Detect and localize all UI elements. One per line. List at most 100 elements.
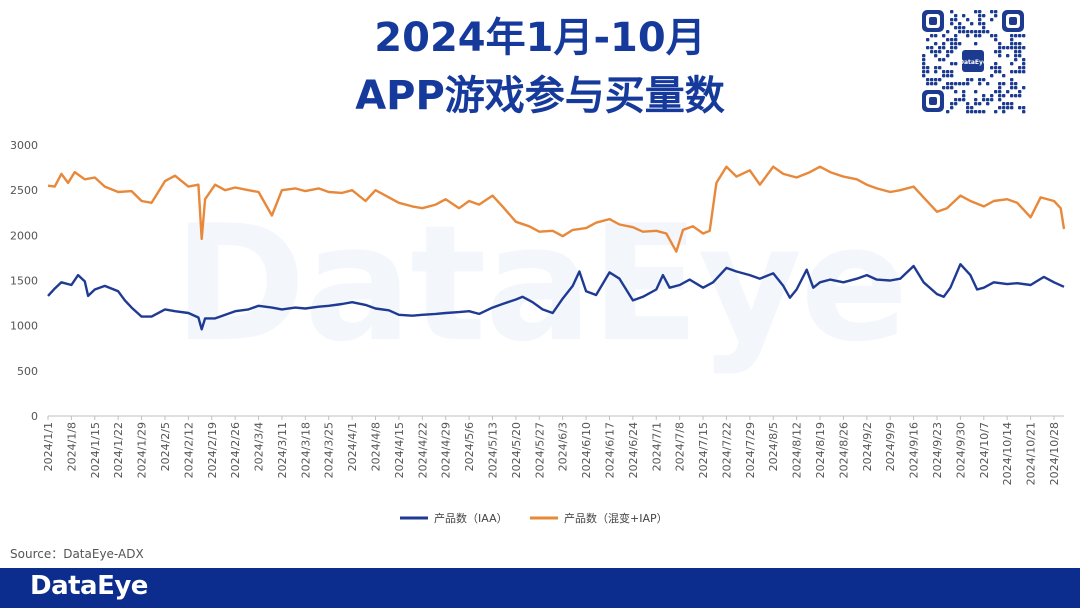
qr-module — [962, 90, 966, 94]
qr-module — [962, 94, 966, 98]
qr-module — [926, 66, 930, 70]
qr-module — [982, 22, 986, 26]
qr-module — [1010, 106, 1014, 110]
qr-module — [1010, 38, 1014, 42]
qr-module — [986, 30, 990, 34]
qr-module — [990, 66, 994, 70]
qr-module — [962, 98, 966, 102]
qr-module — [998, 54, 1002, 58]
qr-code[interactable]: DataEye — [920, 8, 1026, 114]
x-tick-label: 2024/7/1 — [650, 422, 663, 471]
qr-module — [950, 42, 954, 46]
qr-module — [990, 18, 994, 22]
x-tick-label: 2024/5/13 — [487, 422, 500, 478]
qr-module — [926, 46, 930, 50]
x-tick-label: 2024/5/27 — [533, 422, 546, 478]
qr-module — [922, 74, 926, 78]
qr-module — [978, 14, 982, 18]
qr-module — [942, 58, 946, 62]
qr-module — [978, 78, 982, 82]
qr-module — [986, 102, 990, 106]
qr-module — [978, 18, 982, 22]
qr-module — [950, 74, 954, 78]
y-tick-label: 2000 — [10, 229, 38, 242]
qr-module — [1014, 58, 1018, 62]
qr-module — [1014, 42, 1018, 46]
qr-module — [966, 110, 970, 114]
qr-module — [998, 42, 1002, 46]
x-tick-label: 2024/6/17 — [603, 422, 616, 478]
qr-module — [994, 38, 998, 42]
qr-module — [938, 78, 942, 82]
series-line-iaa — [47, 262, 1065, 331]
qr-module — [954, 14, 958, 18]
x-tick-label: 2024/5/20 — [510, 422, 523, 478]
qr-module — [974, 90, 978, 94]
qr-module — [990, 10, 994, 14]
qr-module — [970, 110, 974, 114]
qr-module — [990, 34, 994, 38]
qr-module — [970, 106, 974, 110]
x-tick-label: 2024/5/6 — [463, 422, 476, 471]
qr-module — [986, 82, 990, 86]
x-tick-label: 2024/10/28 — [1048, 422, 1061, 485]
qr-module — [1002, 74, 1006, 78]
x-tick-label: 2024/1/1 — [42, 422, 55, 471]
qr-module — [1010, 34, 1014, 38]
qr-module — [974, 98, 978, 102]
qr-module — [986, 98, 990, 102]
qr-module — [974, 10, 978, 14]
qr-module — [934, 54, 938, 58]
qr-module — [930, 50, 934, 54]
qr-module — [978, 30, 982, 34]
x-tick-label: 2024/10/21 — [1025, 422, 1038, 485]
qr-module — [1010, 86, 1014, 90]
source-note: Source：DataEye-ADX — [10, 547, 144, 561]
qr-module — [998, 90, 1002, 94]
x-tick-label: 2024/9/23 — [931, 422, 944, 478]
y-tick-label: 1500 — [10, 275, 38, 288]
x-tick-label: 2024/2/19 — [206, 422, 219, 478]
x-tick-label: 2024/3/25 — [323, 422, 336, 478]
qr-module — [934, 82, 938, 86]
qr-module — [942, 86, 946, 90]
qr-module — [1006, 46, 1010, 50]
qr-module — [998, 46, 1002, 50]
x-tick-label: 2024/6/24 — [627, 422, 640, 478]
qr-module — [1018, 46, 1022, 50]
legend-label: 产品数（混变+IAP） — [564, 511, 668, 525]
qr-module — [950, 106, 954, 110]
qr-module — [938, 58, 942, 62]
qr-module — [958, 82, 962, 86]
qr-module — [946, 70, 950, 74]
qr-module — [958, 42, 962, 46]
qr-module — [942, 74, 946, 78]
qr-module — [942, 42, 946, 46]
x-tick-label: 2024/3/18 — [299, 422, 312, 478]
qr-module — [970, 22, 974, 26]
x-tick-label: 2024/1/29 — [136, 422, 149, 478]
x-tick-label: 2024/3/4 — [253, 422, 266, 471]
qr-module — [950, 102, 954, 106]
x-tick-label: 2024/3/11 — [276, 422, 289, 478]
qr-module — [950, 18, 954, 22]
qr-module — [1014, 94, 1018, 98]
qr-module — [954, 98, 958, 102]
x-tick-label: 2024/9/2 — [861, 422, 874, 471]
qr-module — [1022, 106, 1026, 110]
qr-module — [946, 86, 950, 90]
qr-module — [1006, 54, 1010, 58]
qr-module — [1010, 46, 1014, 50]
qr-module — [1010, 82, 1014, 86]
x-tick-label: 2024/8/5 — [767, 422, 780, 471]
x-tick-label: 2024/1/8 — [65, 422, 78, 471]
qr-module — [930, 82, 934, 86]
qr-module — [998, 70, 1002, 74]
qr-module — [958, 22, 962, 26]
qr-module — [1018, 66, 1022, 70]
qr-module — [1022, 70, 1026, 74]
qr-module — [1018, 34, 1022, 38]
qr-module — [994, 70, 998, 74]
x-tick-label: 2024/10/7 — [978, 422, 991, 478]
qr-module — [950, 86, 954, 90]
